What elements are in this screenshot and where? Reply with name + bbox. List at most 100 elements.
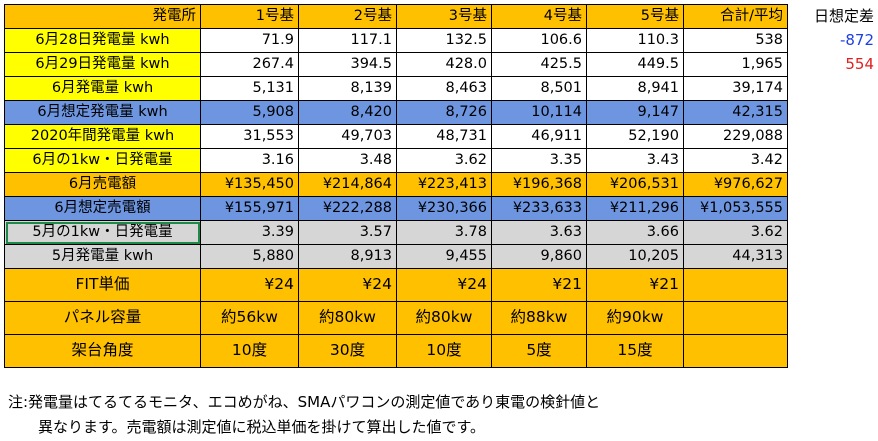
data-cell[interactable]: 71.9 bbox=[200, 28, 299, 53]
data-cell[interactable]: ¥24 bbox=[298, 268, 397, 302]
row-label[interactable]: 2020年間発電量 kwh bbox=[4, 124, 201, 149]
data-cell[interactable]: 3.66 bbox=[586, 220, 684, 245]
data-cell[interactable]: 1,965 bbox=[683, 52, 788, 77]
data-cell[interactable]: 3.57 bbox=[298, 220, 397, 245]
data-cell[interactable]: 10度 bbox=[396, 334, 492, 368]
data-cell[interactable]: 132.5 bbox=[396, 28, 492, 53]
data-cell[interactable]: 538 bbox=[683, 28, 788, 53]
data-cell[interactable]: 9,147 bbox=[586, 100, 684, 125]
data-cell[interactable]: 3.16 bbox=[200, 148, 299, 173]
data-cell[interactable]: ¥21 bbox=[491, 268, 587, 302]
row-label[interactable]: 6月の1kw・日発電量 bbox=[4, 148, 201, 173]
row-label[interactable]: 6月想定売電額 bbox=[4, 196, 201, 221]
data-cell[interactable]: 52,190 bbox=[586, 124, 684, 149]
data-cell[interactable] bbox=[683, 334, 788, 368]
data-cell[interactable]: 3.42 bbox=[683, 148, 788, 173]
row-label[interactable]: 6月29日発電量 kwh bbox=[4, 52, 201, 77]
data-cell[interactable]: 31,553 bbox=[200, 124, 299, 149]
data-cell[interactable]: 10度 bbox=[200, 334, 299, 368]
data-cell[interactable]: ¥24 bbox=[396, 268, 492, 302]
row-label[interactable]: 架台角度 bbox=[4, 334, 201, 368]
data-cell[interactable]: 10,205 bbox=[586, 244, 684, 269]
data-cell[interactable]: 117.1 bbox=[298, 28, 397, 53]
data-cell[interactable]: ¥976,627 bbox=[683, 172, 788, 197]
data-cell[interactable]: 8,420 bbox=[298, 100, 397, 125]
header-cell-unit-5[interactable]: 5号基 bbox=[586, 4, 684, 29]
data-cell[interactable]: 約90kw bbox=[586, 301, 684, 335]
data-cell[interactable]: ¥155,971 bbox=[200, 196, 299, 221]
data-cell[interactable]: 46,911 bbox=[491, 124, 587, 149]
data-cell[interactable]: 428.0 bbox=[396, 52, 492, 77]
data-cell[interactable]: 3.62 bbox=[396, 148, 492, 173]
data-cell[interactable]: 30度 bbox=[298, 334, 397, 368]
row-label[interactable]: 5月の1kw・日発電量 bbox=[4, 220, 201, 245]
data-cell[interactable]: 10,114 bbox=[491, 100, 587, 125]
data-cell[interactable]: 8,941 bbox=[586, 76, 684, 101]
data-cell[interactable]: 3.35 bbox=[491, 148, 587, 173]
header-cell-unit-3[interactable]: 3号基 bbox=[396, 4, 492, 29]
data-cell[interactable]: 約56kw bbox=[200, 301, 299, 335]
row-label[interactable]: 5月発電量 kwh bbox=[4, 244, 201, 269]
row-label[interactable]: 6月発電量 kwh bbox=[4, 76, 201, 101]
data-cell[interactable]: 9,455 bbox=[396, 244, 492, 269]
data-cell[interactable]: 約80kw bbox=[396, 301, 492, 335]
data-cell[interactable]: 約88kw bbox=[491, 301, 587, 335]
header-cell-unit-1[interactable]: 1号基 bbox=[200, 4, 299, 29]
row-label[interactable]: 6月28日発電量 kwh bbox=[4, 28, 201, 53]
data-cell[interactable] bbox=[683, 268, 788, 302]
data-cell[interactable]: ¥233,633 bbox=[491, 196, 587, 221]
data-cell[interactable]: ¥230,366 bbox=[396, 196, 492, 221]
data-cell[interactable]: 3.48 bbox=[298, 148, 397, 173]
positive-diff-value[interactable]: 554 bbox=[845, 55, 874, 73]
data-cell[interactable]: ¥206,531 bbox=[586, 172, 684, 197]
data-cell[interactable]: 425.5 bbox=[491, 52, 587, 77]
data-cell[interactable]: 8,501 bbox=[491, 76, 587, 101]
data-cell[interactable]: 約80kw bbox=[298, 301, 397, 335]
header-cell-plant[interactable]: 発電所 bbox=[4, 4, 201, 29]
header-cell-unit-2[interactable]: 2号基 bbox=[298, 4, 397, 29]
data-cell[interactable]: 394.5 bbox=[298, 52, 397, 77]
data-cell[interactable]: 5,131 bbox=[200, 76, 299, 101]
data-cell[interactable]: ¥196,368 bbox=[491, 172, 587, 197]
data-cell[interactable]: ¥223,413 bbox=[396, 172, 492, 197]
negative-diff-value[interactable]: -872 bbox=[839, 31, 874, 49]
data-cell[interactable]: 8,139 bbox=[298, 76, 397, 101]
data-cell[interactable]: 49,703 bbox=[298, 124, 397, 149]
data-cell[interactable]: 3.78 bbox=[396, 220, 492, 245]
row-label[interactable]: 6月想定発電量 kwh bbox=[4, 100, 201, 125]
data-cell[interactable]: ¥24 bbox=[200, 268, 299, 302]
data-cell[interactable]: 5,908 bbox=[200, 100, 299, 125]
data-cell[interactable]: 110.3 bbox=[586, 28, 684, 53]
data-cell[interactable]: 48,731 bbox=[396, 124, 492, 149]
data-cell[interactable]: 5,880 bbox=[200, 244, 299, 269]
header-cell-unit-4[interactable]: 4号基 bbox=[491, 4, 587, 29]
side-title[interactable]: 日想定差 bbox=[813, 7, 874, 25]
data-cell[interactable]: 42,315 bbox=[683, 100, 788, 125]
data-cell[interactable]: 449.5 bbox=[586, 52, 684, 77]
data-cell[interactable]: ¥222,288 bbox=[298, 196, 397, 221]
data-cell[interactable]: 3.62 bbox=[683, 220, 788, 245]
data-cell[interactable]: 3.39 bbox=[200, 220, 299, 245]
data-cell[interactable]: 5度 bbox=[491, 334, 587, 368]
data-cell[interactable] bbox=[683, 301, 788, 335]
row-label[interactable]: FIT単価 bbox=[4, 268, 201, 302]
data-cell[interactable]: 15度 bbox=[586, 334, 684, 368]
data-cell[interactable]: ¥21 bbox=[586, 268, 684, 302]
data-cell[interactable]: 229,088 bbox=[683, 124, 788, 149]
data-cell[interactable]: ¥135,450 bbox=[200, 172, 299, 197]
data-cell[interactable]: 3.43 bbox=[586, 148, 684, 173]
data-cell[interactable]: 106.6 bbox=[491, 28, 587, 53]
data-cell[interactable]: 267.4 bbox=[200, 52, 299, 77]
data-cell[interactable]: ¥214,864 bbox=[298, 172, 397, 197]
data-cell[interactable]: 39,174 bbox=[683, 76, 788, 101]
data-cell[interactable]: 8,463 bbox=[396, 76, 492, 101]
row-label[interactable]: パネル容量 bbox=[4, 301, 201, 335]
data-cell[interactable]: 8,726 bbox=[396, 100, 492, 125]
data-cell[interactable]: 3.63 bbox=[491, 220, 587, 245]
data-cell[interactable]: 8,913 bbox=[298, 244, 397, 269]
row-label[interactable]: 6月売電額 bbox=[4, 172, 201, 197]
data-cell[interactable]: 44,313 bbox=[683, 244, 788, 269]
data-cell[interactable]: ¥211,296 bbox=[586, 196, 684, 221]
data-cell[interactable]: 9,860 bbox=[491, 244, 587, 269]
header-cell-total[interactable]: 合計/平均 bbox=[683, 4, 788, 29]
